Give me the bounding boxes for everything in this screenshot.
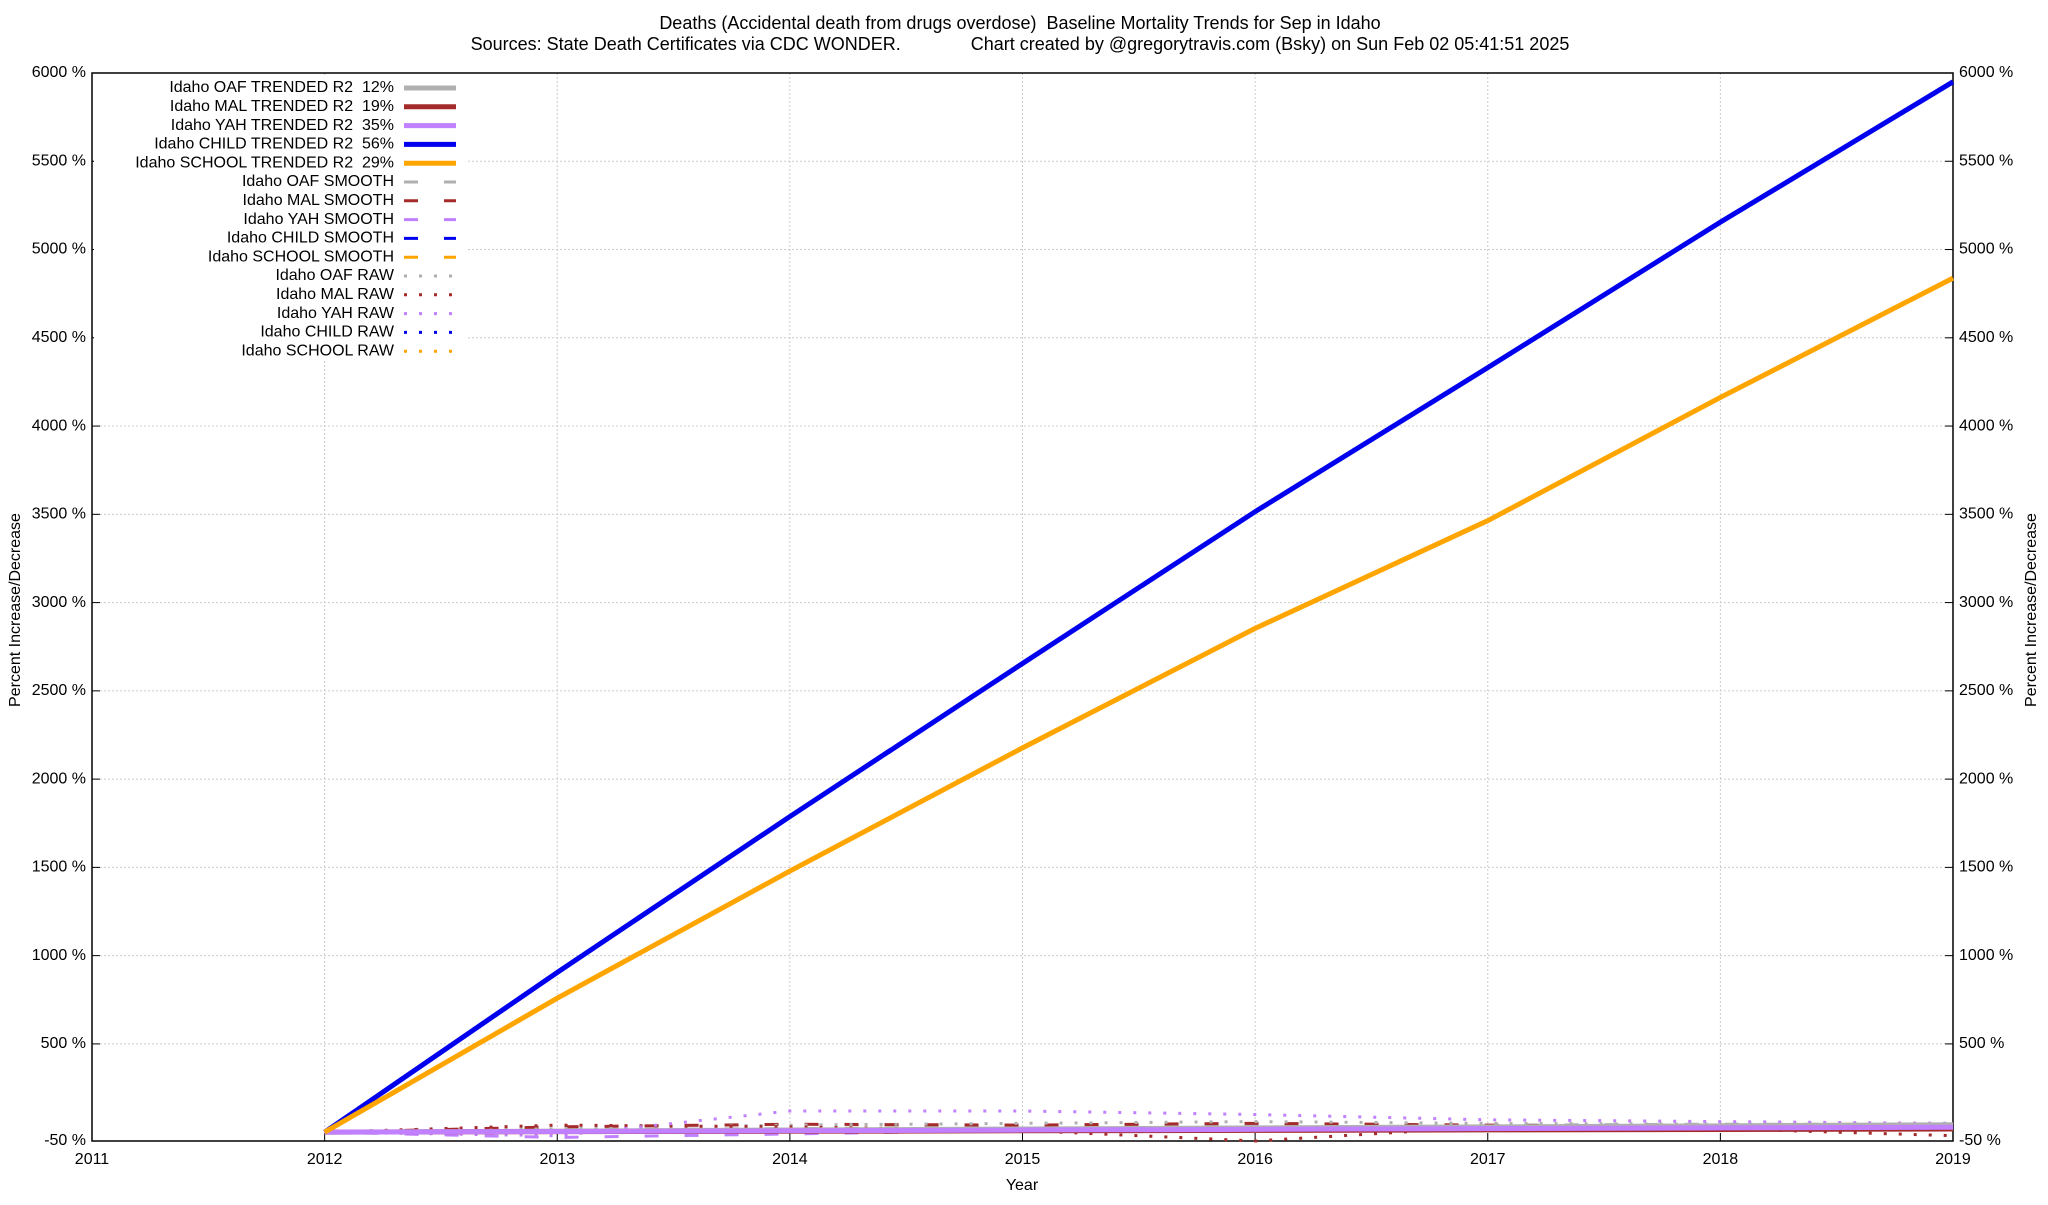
y2-tick-label: 1000 % bbox=[1959, 947, 2013, 964]
legend-label: Idaho OAF SMOOTH bbox=[242, 173, 394, 190]
series-line bbox=[323, 80, 1954, 1134]
y-tick-label: 2500 % bbox=[32, 682, 86, 699]
y2-tick-label: 2500 % bbox=[1959, 682, 2013, 699]
legend-label: Idaho YAH TRENDED R2 35% bbox=[171, 117, 394, 134]
y2-tick-label: 6000 % bbox=[1959, 64, 2013, 81]
y2-tick-label: 500 % bbox=[1959, 1035, 2004, 1052]
y-axis-label: Percent Increase/Decrease bbox=[7, 513, 24, 707]
y-tick-label: 2000 % bbox=[32, 770, 86, 787]
y-tick-label: -50 % bbox=[44, 1132, 86, 1149]
y2-tick-label: 5500 % bbox=[1959, 152, 2013, 169]
legend-label: Idaho SCHOOL RAW bbox=[241, 342, 395, 359]
y-tick-label: 5000 % bbox=[32, 241, 86, 258]
x-axis-label: Year bbox=[1006, 1177, 1039, 1194]
legend-background bbox=[94, 75, 466, 359]
x-tick-label: 2012 bbox=[307, 1151, 343, 1168]
series-line bbox=[324, 1124, 1954, 1135]
y2-tick-label: 3500 % bbox=[1959, 506, 2013, 523]
plot-frame bbox=[91, 72, 1954, 1142]
y-tick-label: 5500 % bbox=[32, 152, 86, 169]
y-tick-label: 3500 % bbox=[32, 506, 86, 523]
legend-label: Idaho YAH RAW bbox=[277, 305, 395, 322]
legend-label: Idaho MAL TRENDED R2 19% bbox=[170, 98, 394, 115]
series-line bbox=[323, 80, 1954, 1134]
x-tick-label: 2014 bbox=[772, 1151, 808, 1168]
legend-label: Idaho CHILD RAW bbox=[260, 324, 395, 341]
legend-label: Idaho MAL SMOOTH bbox=[243, 192, 394, 209]
legend-label: Idaho YAH SMOOTH bbox=[243, 211, 394, 228]
legend-label: Idaho OAF RAW bbox=[275, 267, 394, 284]
chart-title: Deaths (Accidental death from drugs over… bbox=[659, 13, 1380, 33]
x-tick-label: 2019 bbox=[1935, 1151, 1971, 1168]
x-tick-label: 2015 bbox=[1005, 1151, 1041, 1168]
legend-label: Idaho CHILD SMOOTH bbox=[227, 230, 394, 247]
y-tick-label: 4500 % bbox=[32, 329, 86, 346]
series-line bbox=[323, 275, 1955, 1135]
y2-tick-label: 4500 % bbox=[1959, 329, 2013, 346]
legend-label: Idaho SCHOOL TRENDED R2 29% bbox=[135, 154, 394, 171]
y2-tick-label: 3000 % bbox=[1959, 594, 2013, 611]
y2-tick-label: 4000 % bbox=[1959, 417, 2013, 434]
series-line bbox=[324, 1120, 1953, 1134]
y-tick-label: 1500 % bbox=[32, 859, 86, 876]
y-tick-label: 6000 % bbox=[32, 64, 86, 81]
legend-label: Idaho OAF TRENDED R2 12% bbox=[169, 79, 394, 96]
series-line bbox=[324, 1123, 1954, 1143]
x-tick-label: 2016 bbox=[1237, 1151, 1273, 1168]
y-tick-label: 4000 % bbox=[32, 417, 86, 434]
legend-label: Idaho CHILD TRENDED R2 56% bbox=[154, 136, 394, 153]
x-tick-label: 2011 bbox=[75, 1151, 110, 1168]
x-tick-label: 2013 bbox=[539, 1151, 575, 1168]
legend: Idaho OAF TRENDED R2 12% Idaho MAL TRENDE… bbox=[94, 75, 466, 359]
y2-tick-label: 1500 % bbox=[1959, 859, 2013, 876]
series-line bbox=[323, 79, 1955, 1135]
y-tick-label: 3000 % bbox=[32, 594, 86, 611]
x-tick-label: 2017 bbox=[1470, 1151, 1506, 1168]
y2-tick-label: -50 % bbox=[1959, 1132, 2001, 1149]
y2-axis-label: Percent Increase/Decrease bbox=[2023, 513, 2040, 707]
y2-tick-label: 2000 % bbox=[1959, 770, 2013, 787]
legend-label: Idaho MAL RAW bbox=[276, 286, 395, 303]
legend-label: Idaho SCHOOL SMOOTH bbox=[208, 248, 394, 265]
x-tick-label: 2018 bbox=[1703, 1151, 1739, 1168]
y-tick-label: 1000 % bbox=[32, 947, 86, 964]
chart-subtitle: Sources: State Death Certificates via CD… bbox=[471, 34, 1570, 54]
y-tick-label: 500 % bbox=[41, 1035, 86, 1052]
y2-tick-label: 5000 % bbox=[1959, 241, 2013, 258]
